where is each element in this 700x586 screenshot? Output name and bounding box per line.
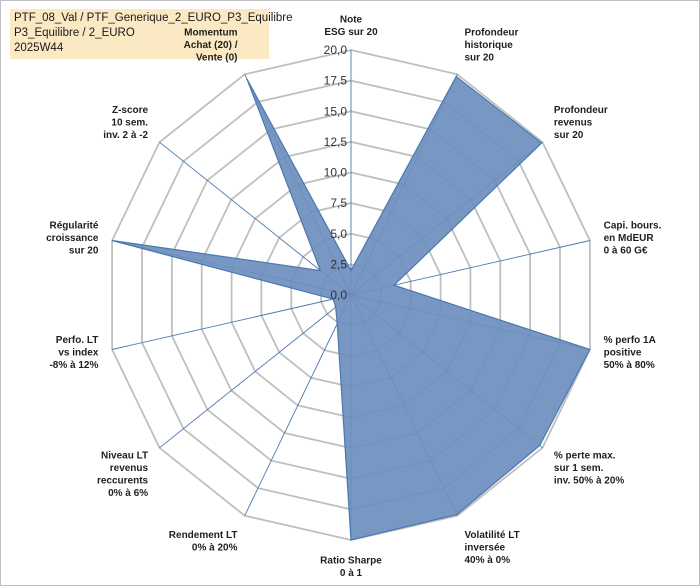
chart-header: PTF_08_Val / PTF_Generique_2_EURO_P3_Equ… — [10, 9, 293, 59]
tick-label: 12,5 — [324, 135, 348, 149]
radar-spoke — [159, 294, 352, 449]
axis-label: Rendement LT 0% à 20% — [169, 530, 238, 554]
tick-label: 5,0 — [330, 227, 347, 241]
tick-label: 20,0 — [324, 43, 348, 57]
axis-label: Niveau LT revenus reccurents 0% à 6% — [97, 451, 149, 500]
radar-series — [111, 75, 591, 541]
axis-label: Capi. bours. en MdEUR 0 à 60 G€ — [604, 221, 662, 257]
axis-label: Note ESG sur 20 — [324, 15, 378, 39]
axis-label: Régularité croissance sur 20 — [46, 221, 99, 257]
tick-label: 0,0 — [330, 288, 347, 302]
radar-axis-labels: Note ESG sur 20 Profondeur historique sur 20… — [46, 15, 661, 580]
header-line-1: PTF_08_Val / PTF_Generique_2_EURO_P3_Equ… — [14, 12, 293, 24]
radar-spoke — [244, 294, 352, 516]
tick-label: 17,5 — [324, 74, 348, 88]
header-line-2: P3_Equilibre / 2_EURO — [14, 27, 135, 39]
axis-label: Profondeur historique sur 20 — [465, 28, 519, 64]
axis-label: Volatilité LT inversée 40% à 0% — [465, 530, 520, 566]
radar-tick-labels: 0,0 2,5 5,0 7,5 10,0 12,5 15,0 17,5 20,0 — [324, 43, 348, 302]
tick-label: 2,5 — [330, 257, 347, 271]
axis-label: Ratio Sharpe 0 à 1 — [320, 556, 382, 580]
axis-label: Perfo. LT vs index -8% à 12% — [49, 335, 98, 371]
axis-label: Momentum Achat (20) / Vente (0) — [184, 28, 238, 64]
header-line-3: 2025W44 — [14, 42, 64, 54]
axis-label: % perte max. sur 1 sem. inv. 50% à 20% — [554, 451, 625, 487]
tick-label: 15,0 — [324, 104, 348, 118]
axis-label: Z-score 10 sem. inv. 2 à -2 — [103, 105, 148, 141]
radar-spoke — [111, 294, 352, 350]
axis-label: Profondeur revenus sur 20 — [554, 105, 608, 141]
tick-label: 7,5 — [330, 196, 347, 210]
radar-spoke — [159, 141, 352, 296]
axis-label: % perfo 1A positive 50% à 80% — [604, 335, 656, 371]
tick-label: 10,0 — [324, 166, 348, 180]
